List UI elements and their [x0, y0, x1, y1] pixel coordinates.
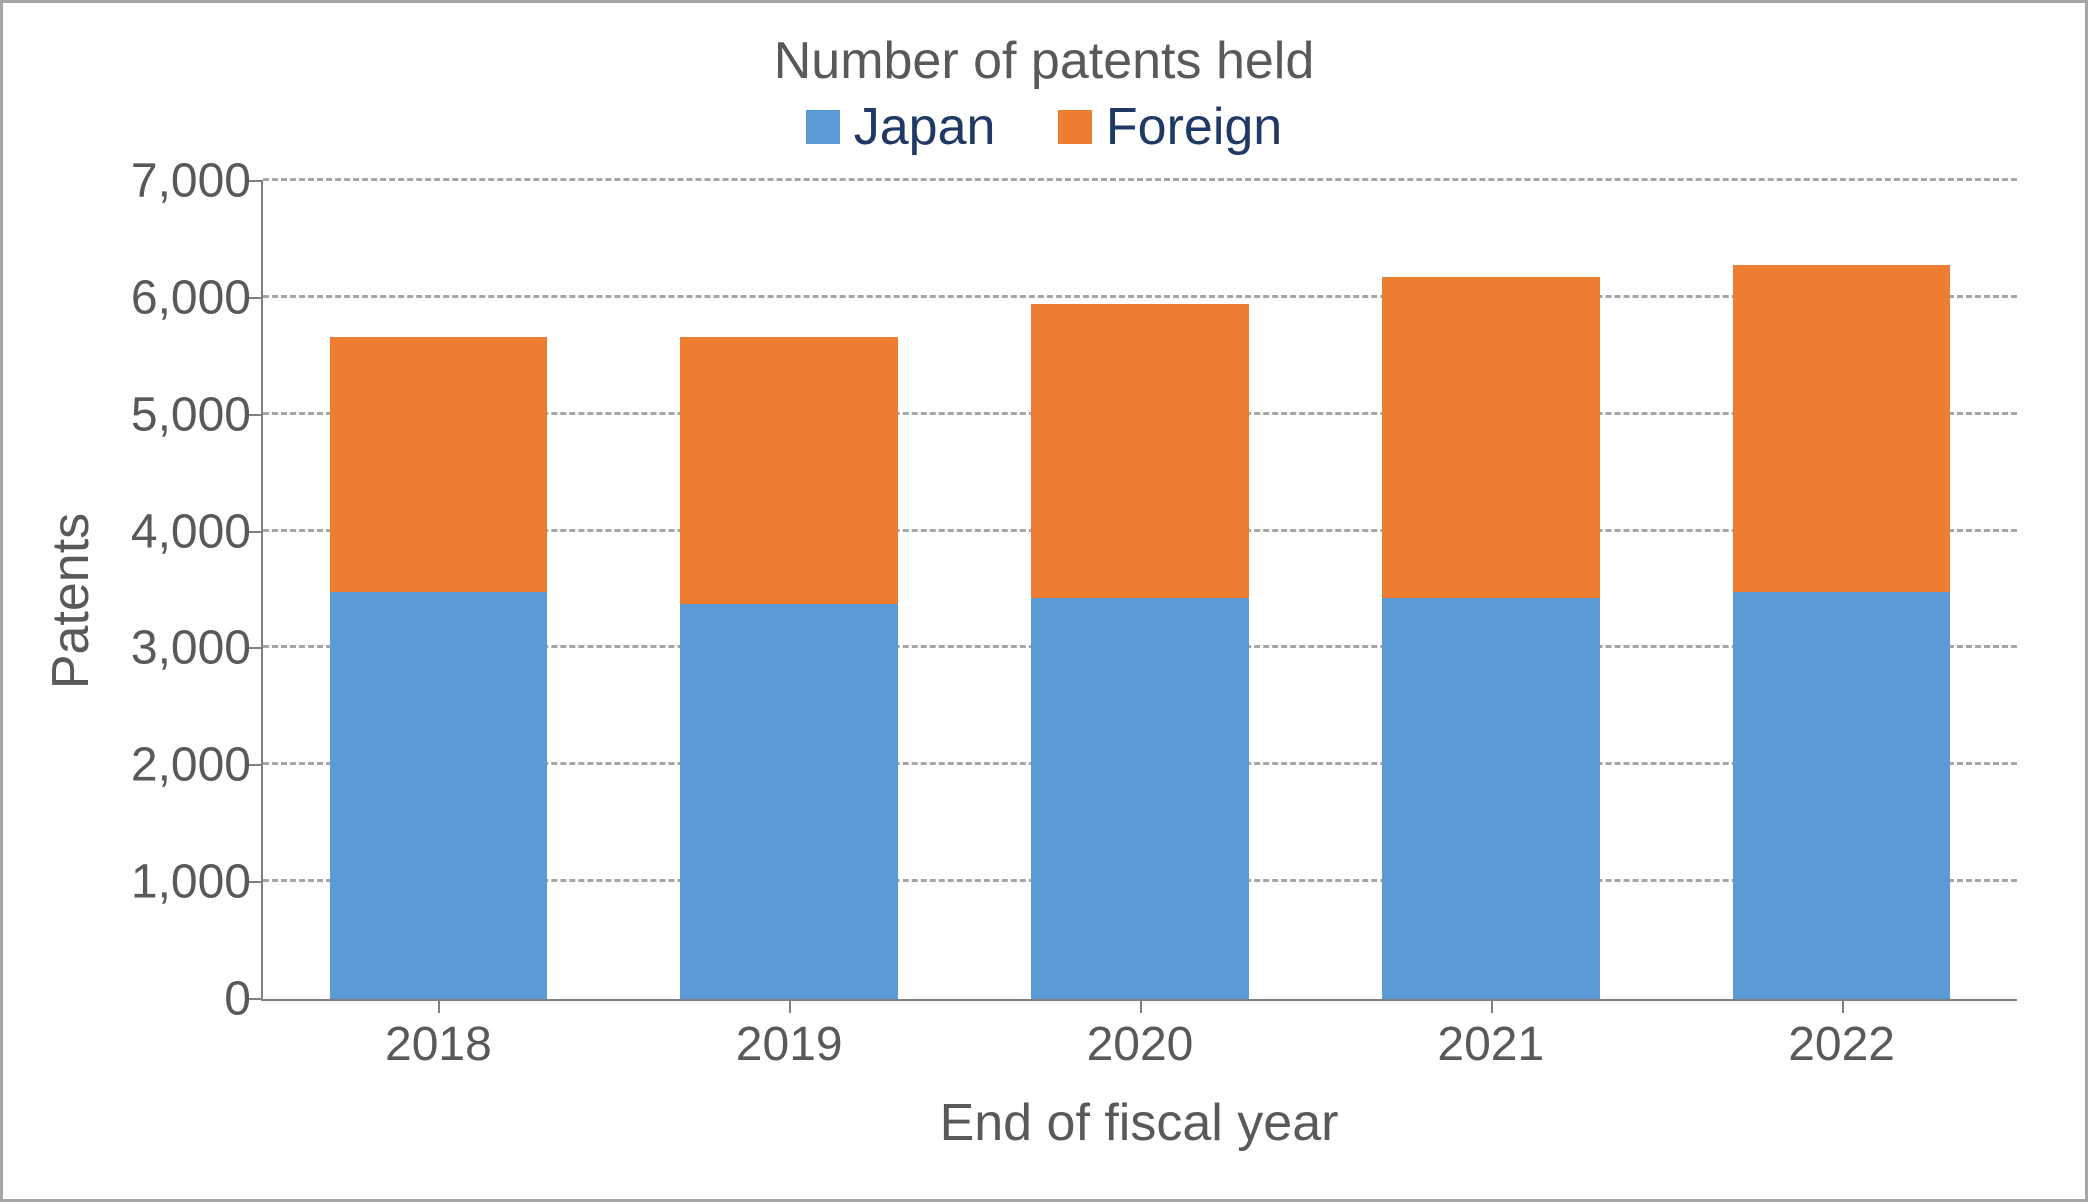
ytick-mark-6	[249, 297, 263, 299]
bar-2020-foreign	[1031, 304, 1248, 598]
legend-item-foreign: Foreign	[1058, 97, 1282, 157]
bar-slot-2021: 2021	[1315, 181, 1666, 999]
xtick-mark-2020	[1140, 999, 1142, 1013]
ytick-label-5: 5,000	[131, 387, 251, 442]
bar-2020-japan	[1031, 598, 1248, 999]
legend-swatch-japan	[806, 110, 840, 144]
xtick-mark-2018	[438, 999, 440, 1013]
y-axis-title: Patents	[41, 513, 101, 689]
bar-2018-japan	[330, 592, 547, 999]
legend-item-japan: Japan	[806, 97, 996, 157]
bar-2022-foreign	[1733, 265, 1950, 592]
ytick-mark-1	[249, 881, 263, 883]
ytick-mark-3	[249, 647, 263, 649]
bar-stack-2018	[330, 337, 547, 999]
ytick-mark-7	[249, 180, 263, 182]
legend: Japan Foreign	[31, 97, 2057, 157]
bar-slot-2018: 2018	[263, 181, 614, 999]
bar-stack-2019	[680, 337, 897, 999]
ytick-label-0: 0	[224, 972, 251, 1027]
bar-2019-foreign	[680, 337, 897, 604]
xtick-mark-2019	[789, 999, 791, 1013]
x-axis-title: End of fiscal year	[261, 1093, 2017, 1153]
ytick-mark-0	[249, 998, 263, 1000]
xtick-label-2022: 2022	[1666, 1017, 2017, 1072]
xtick-label-2018: 2018	[263, 1017, 614, 1072]
chart-inner: Number of patents held Japan Foreign Pat…	[31, 31, 2057, 1171]
ytick-label-1: 1,000	[131, 855, 251, 910]
ytick-mark-2	[249, 764, 263, 766]
ytick-mark-4	[249, 531, 263, 533]
bar-slot-2022: 2022	[1666, 181, 2017, 999]
xtick-mark-2021	[1491, 999, 1493, 1013]
chart-container: Number of patents held Japan Foreign Pat…	[0, 0, 2088, 1202]
bar-2021-foreign	[1382, 277, 1599, 598]
ytick-label-7: 7,000	[131, 154, 251, 209]
bars-container: 2018 2019 2020	[263, 181, 2017, 999]
xtick-mark-2022	[1842, 999, 1844, 1013]
xtick-label-2019: 2019	[614, 1017, 965, 1072]
bar-2022-japan	[1733, 592, 1950, 999]
bar-stack-2020	[1031, 304, 1248, 999]
legend-label-foreign: Foreign	[1106, 97, 1282, 157]
xtick-label-2020: 2020	[965, 1017, 1316, 1072]
ytick-label-3: 3,000	[131, 621, 251, 676]
ytick-label-2: 2,000	[131, 738, 251, 793]
xtick-label-2021: 2021	[1315, 1017, 1666, 1072]
ytick-mark-5	[249, 414, 263, 416]
ytick-label-6: 6,000	[131, 270, 251, 325]
bar-slot-2020: 2020	[965, 181, 1316, 999]
bar-2021-japan	[1382, 598, 1599, 999]
bar-2018-foreign	[330, 337, 547, 592]
plot-area: 0 1,000 2,000 3,000 4,000 5,000 6,000 7,…	[261, 181, 2017, 1001]
bar-stack-2022	[1733, 265, 1950, 999]
chart-title: Number of patents held	[31, 31, 2057, 91]
bar-2019-japan	[680, 604, 897, 999]
bar-stack-2021	[1382, 277, 1599, 999]
legend-swatch-foreign	[1058, 110, 1092, 144]
ytick-label-4: 4,000	[131, 504, 251, 559]
bar-slot-2019: 2019	[614, 181, 965, 999]
legend-label-japan: Japan	[854, 97, 996, 157]
